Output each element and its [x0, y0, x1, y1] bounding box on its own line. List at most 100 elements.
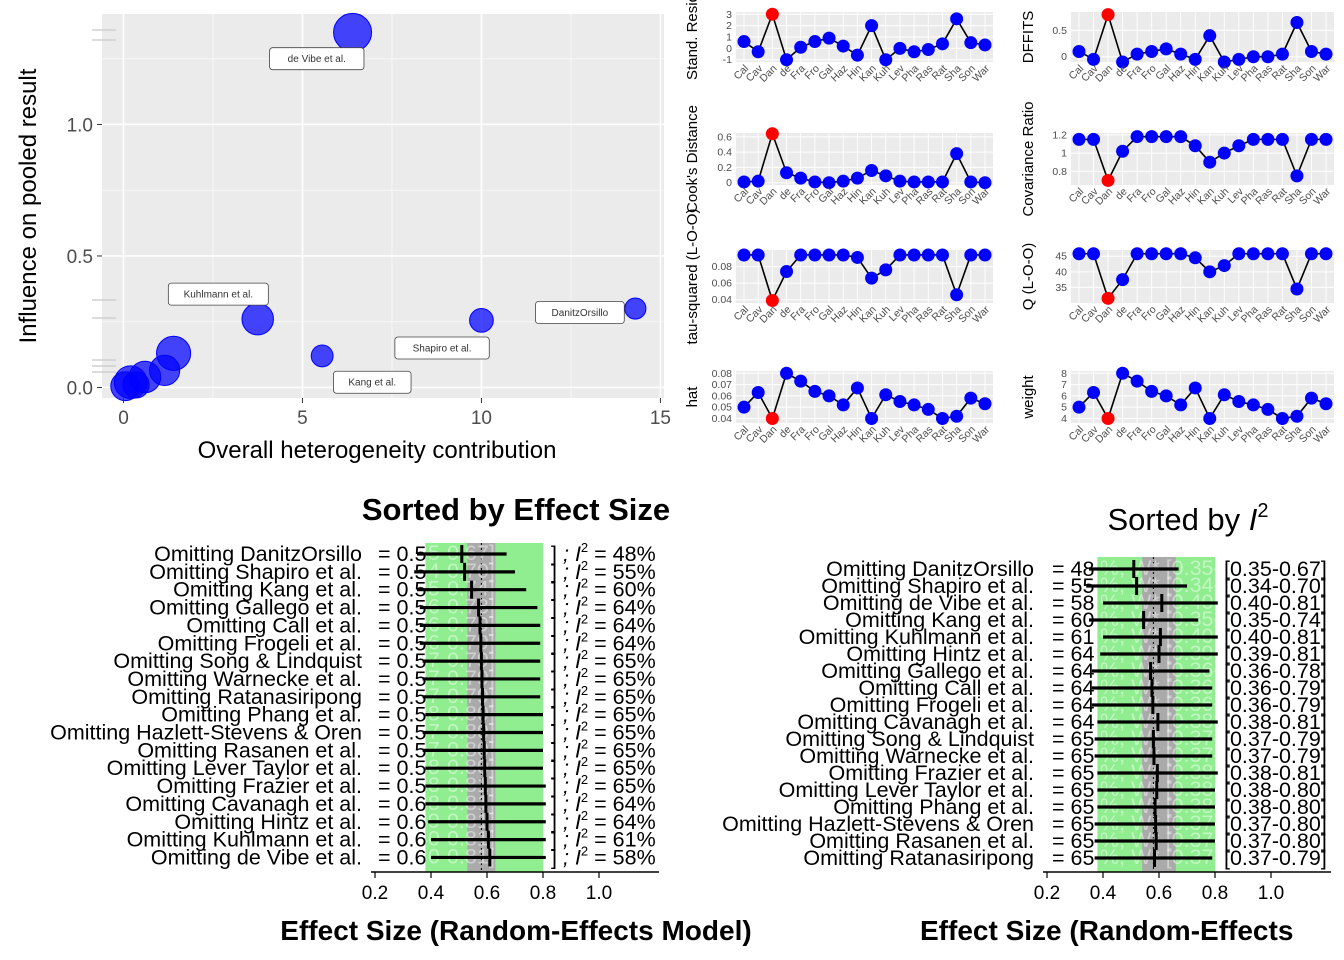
- influence-ytick-label: 0.08: [712, 261, 733, 273]
- baujat-label-box: [167, 282, 269, 306]
- forest-es-row-label: Omitting DanitzOrsillo: [154, 542, 362, 566]
- influence-point: [1232, 52, 1246, 66]
- forest-es-row-label: Omitting Lever Taylor et al.: [107, 756, 362, 780]
- forest-es-i2-value: = 48%: [588, 542, 656, 566]
- forest-es-i2-sup: 2: [581, 665, 588, 680]
- influence-ytick-label: 1: [1061, 148, 1067, 160]
- forest-i2-row-label: Omitting Gallego et al.: [821, 659, 1034, 683]
- influence-point: [765, 294, 779, 308]
- forest-i2-row-label: Omitting Kuhlmann et al.: [799, 625, 1034, 649]
- forest-es-i2: ; I2 = 65%: [563, 736, 656, 762]
- influence-point: [893, 395, 907, 409]
- influence-point: [978, 176, 992, 190]
- influence-point: [780, 366, 794, 380]
- forest-es-plot: [0.35-0.67][0.34-0.70][0.35-0.74][0.36-0…: [50, 540, 752, 946]
- forest-i2-ci: [0.39-0.81]: [1224, 642, 1327, 666]
- influence-point: [1116, 144, 1130, 158]
- forest-es-row-label: Omitting Ratanasiripong: [131, 685, 362, 709]
- forest-i2-title: Sorted by I2: [1107, 500, 1268, 537]
- influence-point: [921, 248, 935, 262]
- influence-point: [1261, 247, 1275, 261]
- influence-point: [1217, 55, 1231, 69]
- influence-point: [1188, 139, 1202, 153]
- forest-es-estimate: = 0.5: [378, 596, 426, 620]
- forest-es-estimate: = 0.5: [378, 613, 426, 637]
- influence-point: [1203, 29, 1217, 43]
- influence-point: [822, 31, 836, 45]
- forest-es-row-label: Omitting Hintz et al.: [174, 810, 362, 834]
- forest-es-i2-value: = 65%: [588, 721, 656, 745]
- forest-es-bracket: ]: [551, 578, 557, 602]
- influence-ytick-label: 0.6: [717, 131, 732, 143]
- forest-es-row-label: Omitting Warnecke et al.: [127, 667, 362, 691]
- influence-point: [1116, 366, 1130, 380]
- forest-es-i2-symbol: ; I: [563, 578, 581, 602]
- influence-point: [1275, 247, 1289, 261]
- forest-i2-ci: [0.34-0.70]: [1224, 574, 1327, 598]
- influence-point: [737, 248, 751, 262]
- baujat-ytick-label: 0.0: [67, 378, 93, 399]
- influence-point: [1203, 155, 1217, 169]
- influence-point: [1145, 130, 1159, 144]
- forest-es-estimate: = 0.6: [378, 845, 426, 869]
- influence-point: [1087, 247, 1101, 261]
- influence-point: [751, 45, 765, 59]
- forest-i2-row-label: Omitting Kang et al.: [845, 608, 1034, 632]
- influence-point: [1232, 395, 1246, 409]
- forest-es-estimate: = 0.5: [378, 542, 426, 566]
- forest-i2-value: = 61: [1052, 625, 1094, 649]
- influence-ytick-label: 0.8: [1052, 166, 1067, 178]
- forest-es-i2: ; I2 = 65%: [563, 665, 656, 691]
- influence-point: [1290, 16, 1304, 30]
- baujat-label-box: [333, 370, 412, 394]
- forest-es-i2: ; I2 = 64%: [563, 808, 656, 834]
- forest-i2-xtick-label: 0.8: [1202, 883, 1228, 904]
- influence-xtick-label: War: [1311, 62, 1333, 84]
- influence-point: [1174, 130, 1188, 144]
- influence-point: [1072, 247, 1086, 261]
- forest-es-row-label: Omitting Cavanagh et al.: [125, 792, 362, 816]
- influence-ytick-label: 0.2: [717, 162, 732, 174]
- baujat-label-text: de Vibe et al.: [288, 54, 346, 65]
- influence-point: [1188, 251, 1202, 265]
- forest-es-i2-sup: 2: [581, 719, 588, 734]
- baujat-label-box: [535, 301, 625, 324]
- influence-point: [751, 174, 765, 188]
- forest-es-i2: ; I2 = 65%: [563, 754, 656, 780]
- forest-es-i2: ; I2 = 64%: [563, 594, 656, 620]
- forest-es-i2-symbol: ; I: [563, 542, 581, 566]
- influence-ytick-label: 8: [1061, 368, 1067, 380]
- forest-es-row-label: Omitting Frazier et al.: [157, 774, 363, 798]
- influence-point: [935, 37, 949, 51]
- influence-ylabel: Stand. Resid: [684, 0, 701, 80]
- forest-es-i2-value: = 64%: [588, 792, 656, 816]
- forest-es-i2-value: = 65%: [588, 756, 656, 780]
- baujat-xtick-label: 5: [297, 408, 308, 429]
- forest-i2-value: = 65: [1052, 829, 1094, 853]
- forest-es-bracket: ]: [551, 738, 557, 762]
- influence-ylabel: tau-squared (L-O-O): [684, 209, 701, 345]
- forest-es-bracket: ]: [551, 685, 557, 709]
- forest-i2-value: = 60: [1052, 608, 1094, 632]
- forest-i2-row-label: Omitting de Vibe et al.: [823, 591, 1034, 615]
- forest-es-estimate: = 0.5: [378, 667, 426, 691]
- forest-es-estimate: = 0.5: [378, 631, 426, 655]
- influence-ytick-label: 0.5: [1052, 25, 1067, 37]
- forest-i2-ci: [0.35-0.67]: [1224, 557, 1327, 581]
- influence-point: [1174, 247, 1188, 261]
- influence-ylabel: Covariance Ratio: [1020, 101, 1037, 216]
- forest-es-i2-symbol: ; I: [563, 828, 581, 852]
- forest-i2-ci: [0.40-0.81]: [1224, 591, 1327, 615]
- forest-es-i2-sup: 2: [581, 754, 588, 769]
- forest-es-i2-symbol: ; I: [563, 631, 581, 655]
- influence-point: [850, 48, 864, 62]
- influence-point: [1130, 247, 1144, 261]
- forest-es-i2-sup: 2: [581, 701, 588, 716]
- forest-i2-xlabel: Effect Size (Random-Effects: [920, 915, 1293, 946]
- influence-point: [964, 175, 978, 189]
- forest-i2-row-label: Omitting Rasanen et al.: [809, 829, 1034, 853]
- influence-point: [836, 39, 850, 53]
- influence-point: [780, 166, 794, 180]
- influence-ytick-label: 7: [1061, 379, 1067, 391]
